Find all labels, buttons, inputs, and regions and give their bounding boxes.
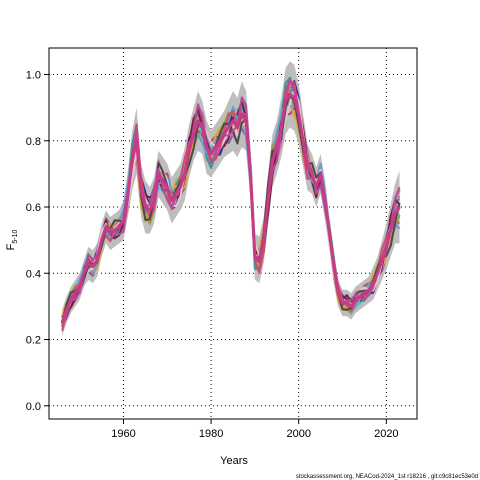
series-layer — [60, 76, 401, 332]
confidence-band — [62, 61, 400, 337]
confidence-band-layer — [62, 61, 400, 337]
y-tick-label: 1.0 — [26, 70, 41, 82]
y-tick-label: 0.6 — [26, 202, 41, 214]
series-line-14 — [61, 93, 401, 323]
series-line-central — [60, 92, 401, 324]
x-tick-label: 1960 — [111, 428, 135, 440]
y-tick-label: 0.4 — [26, 268, 41, 280]
footnote: stockassessment.org, NEACod-2024_1st r18… — [296, 474, 478, 480]
x-tick-label: 2020 — [374, 428, 398, 440]
y-tick-label: 0.2 — [26, 335, 41, 347]
svg-text:F5-10: F5-10 — [5, 230, 19, 251]
y-axis-title: F — [5, 243, 17, 250]
y-tick-label: 0.8 — [26, 136, 41, 148]
plot-frame — [48, 47, 418, 420]
y-axis-title-subscript: 5-10 — [12, 230, 19, 244]
y-tick-label: 0.0 — [26, 401, 41, 413]
x-tick-label: 2000 — [286, 428, 310, 440]
x-tick-label: 1980 — [199, 428, 223, 440]
x-axis: 1960 1980 2000 2020 — [111, 419, 399, 440]
series-line-5 — [61, 80, 401, 328]
y-axis: 0.0 0.2 0.4 0.6 0.8 1.0 — [26, 70, 49, 413]
y-axis-title-group: F5-10 — [5, 230, 19, 251]
x-axis-title: Years — [220, 455, 248, 467]
